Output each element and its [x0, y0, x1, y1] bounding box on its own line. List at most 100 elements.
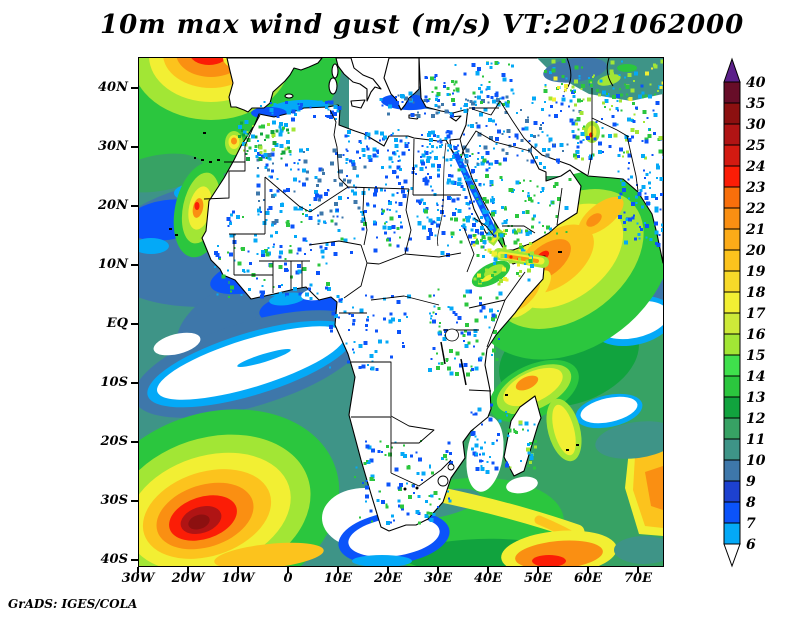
colorbar-label: 24	[745, 159, 765, 175]
x-tick-mark	[187, 566, 189, 573]
y-tick-mark	[131, 559, 138, 561]
colorbar-segment	[723, 354, 741, 377]
page-title: 10m max wind gust (m/s) VT:2021062000	[100, 10, 745, 40]
x-tick-mark	[487, 566, 489, 573]
italy-coastline	[335, 58, 382, 102]
colorbar-label: 18	[746, 285, 766, 301]
colorbar-label: 10	[746, 453, 766, 469]
x-tick-label: 70E	[624, 571, 652, 586]
colorbar-label: 11	[746, 432, 765, 448]
y-tick-mark	[131, 205, 138, 207]
y-tick-mark	[131, 382, 138, 384]
x-tick-label: 10E	[324, 571, 352, 586]
y-tick-mark	[131, 441, 138, 443]
colorbar-label: 22	[745, 201, 766, 217]
x-tick-label: 20W	[171, 571, 205, 586]
colorbar-segment	[723, 186, 741, 209]
colorbar-segment	[723, 165, 741, 188]
colorbar-label: 15	[746, 348, 765, 364]
colorbar-segment	[723, 501, 741, 524]
colorbar-segment	[723, 270, 741, 293]
colorbar-label: 7	[746, 516, 756, 532]
x-tick-label: 60E	[574, 571, 602, 586]
x-tick-mark	[637, 566, 639, 573]
grads-credit: GrADS: IGES/COLA	[8, 597, 138, 611]
x-tick-mark	[587, 566, 589, 573]
colorbar-label: 8	[746, 495, 756, 511]
y-tick-label: EQ	[106, 316, 128, 331]
colorbar-label: 12	[746, 411, 766, 427]
balkans-coastline	[383, 58, 420, 111]
wind-gust-map	[139, 58, 663, 566]
colorbar-label: 40	[746, 75, 766, 91]
colorbar-segment	[723, 333, 741, 356]
colorbar-segment	[723, 522, 741, 545]
colorbar-label: 14	[746, 369, 765, 385]
colorbar-segment	[723, 480, 741, 503]
country-borders	[203, 88, 639, 487]
island-dots	[169, 132, 579, 451]
y-tick-mark	[131, 146, 138, 148]
x-tick-mark	[437, 566, 439, 573]
y-tick-mark	[131, 264, 138, 266]
y-tick-mark	[131, 323, 138, 325]
x-tick-mark	[287, 566, 289, 573]
colorbar-label: 16	[746, 327, 766, 343]
x-tick-label: 40E	[474, 571, 502, 586]
y-tick-mark	[131, 500, 138, 502]
colorbar-segment	[723, 375, 741, 398]
colorbar-segment	[723, 81, 741, 104]
colorbar-segment	[723, 417, 741, 440]
colorbar-label: 9	[746, 474, 756, 490]
y-tick-label: 40S	[100, 552, 128, 567]
x-tick-label: 20E	[374, 571, 402, 586]
colorbar-segment	[723, 123, 741, 146]
x-tick-label: 30E	[424, 571, 452, 586]
colorbar-segment	[723, 396, 741, 419]
x-tick-label: 0	[283, 571, 293, 586]
colorbar-segment	[723, 102, 741, 125]
colorbar-legend: 6 7 8 9 10 11 12 13 14 15 16 17 18 19 20 21 22 23 24 25 30 35…	[723, 57, 766, 568]
map-plot-area	[138, 57, 664, 567]
x-tick-mark	[137, 566, 139, 573]
y-tick-label: 30S	[100, 493, 128, 508]
colorbar-segment	[723, 291, 741, 314]
y-tick-label: 10S	[100, 375, 128, 390]
y-tick-label: 10N	[98, 257, 128, 272]
colorbar-segment	[723, 144, 741, 167]
x-tick-label: 30W	[121, 571, 155, 586]
colorbar-label: 13	[746, 390, 766, 406]
y-tick-label: 20N	[98, 198, 128, 213]
gust-speckle-noise	[213, 59, 663, 525]
colorbar-label: 35	[746, 96, 765, 112]
asia-coastline	[418, 58, 663, 264]
y-tick-label: 30N	[98, 139, 128, 154]
colorbar-label: 19	[746, 264, 766, 280]
colorbar-label: 17	[746, 306, 766, 322]
x-tick-mark	[537, 566, 539, 573]
colorbar-over-triangle	[723, 57, 741, 83]
colorbar-segment	[723, 207, 741, 230]
x-tick-mark	[237, 566, 239, 573]
colorbar-under-triangle	[723, 543, 741, 568]
y-tick-mark	[131, 87, 138, 89]
madagascar-coastline	[503, 395, 542, 477]
iberia-coastline	[226, 58, 323, 113]
colorbar-label: 25	[745, 138, 765, 154]
x-tick-mark	[387, 566, 389, 573]
colorbar-segment	[723, 438, 741, 461]
y-tick-label: 20S	[100, 434, 128, 449]
colorbar-segment	[723, 459, 741, 482]
colorbar-label: 6	[746, 537, 756, 553]
colorbar-label: 30	[746, 117, 766, 133]
x-tick-label: 50E	[524, 571, 552, 586]
colorbar-label: 23	[745, 180, 766, 196]
colorbar-segment	[723, 249, 741, 272]
x-tick-mark	[337, 566, 339, 573]
y-tick-label: 40N	[98, 80, 128, 95]
colorbar-label: 21	[745, 222, 765, 238]
colorbar-segment	[723, 228, 741, 251]
colorbar-segment	[723, 312, 741, 335]
colorbar-label: 20	[745, 243, 766, 259]
